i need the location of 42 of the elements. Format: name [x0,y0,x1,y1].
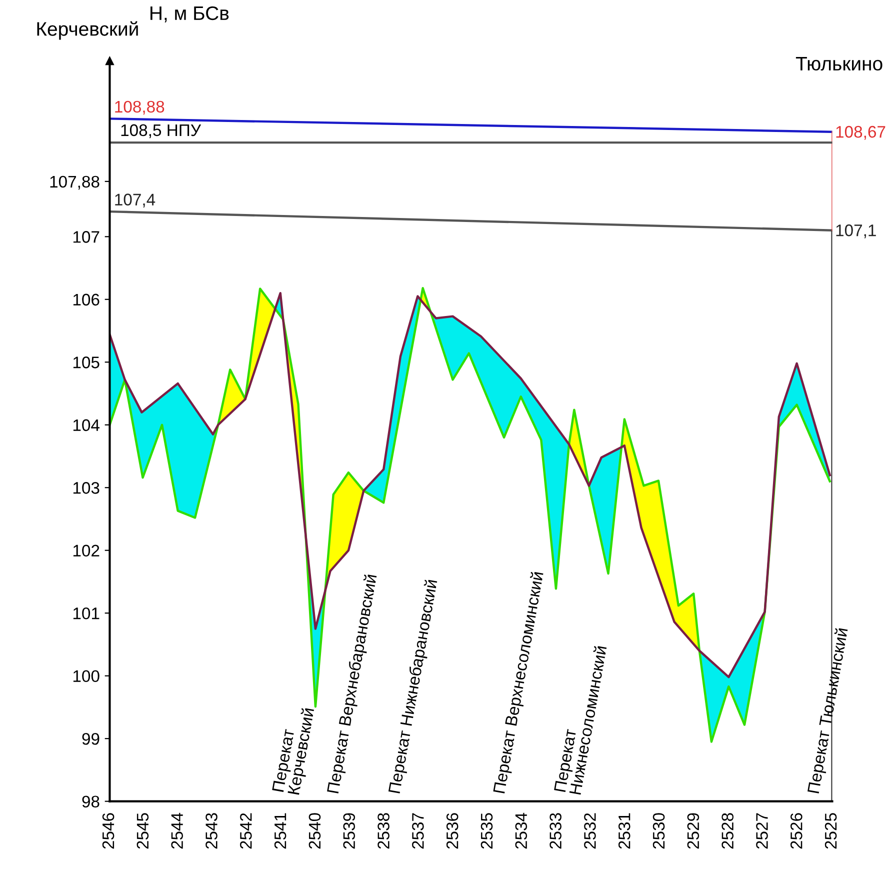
y-tick-label: 103 [73,482,100,494]
x-tick-label: 2546 [102,813,114,849]
x-tick-label: 2544 [171,812,183,849]
data-label: 108,67 [836,126,886,140]
x-tick-label: 2526 [790,813,802,849]
y-tick-label: 99 [82,732,100,745]
x-tick-label: 2535 [480,813,493,849]
x-tick-label: 2543 [206,813,218,849]
x-tick-label: 2534 [515,812,528,849]
data-label: 108,88 [115,100,164,115]
x-tick-label: 2530 [652,813,665,849]
data-label: 107,4 [115,194,156,208]
x-tick-label: 2540 [308,813,321,849]
x-tick-label: 2537 [412,813,424,849]
y-tick-label: 107 [73,231,100,243]
x-tick-label: 2539 [343,813,356,849]
x-tick-label: 2545 [136,813,149,849]
x-tick-label: 2532 [584,813,596,849]
data-label: 107,1 [836,224,876,238]
x-tick-label: 2527 [756,813,768,849]
x-tick-label: 2536 [446,813,458,849]
x-tick-label: 2538 [378,813,390,849]
y-tick-label: 102 [73,544,100,557]
x-tick-label: 2533 [550,813,562,849]
y-axis-title: Н, м БСв [150,6,229,22]
x-tick-label: 2541 [274,813,286,849]
y-tick-label: 106 [73,294,100,306]
y-tick-label: 98 [82,796,100,808]
x-tick-label: 2531 [618,813,630,849]
y-tick-label: 100 [73,670,100,682]
y-tick-label: 104 [73,419,100,432]
x-tick-label: 2529 [687,813,700,849]
annotation: Тюлькино [796,56,882,71]
x-tick-label: 2528 [722,813,734,849]
ref-line-label: 108,5 НПУ [121,124,202,138]
text: Керчевский [37,21,138,40]
annotation: Перекат Керчевский [272,708,318,796]
x-tick-label: 2542 [240,813,252,849]
y-tick-label: 105 [73,356,100,368]
y-tick-label: 101 [73,607,100,620]
x-tick-label: 2525 [824,813,837,849]
y-tick-label: 107,88 [50,176,100,190]
